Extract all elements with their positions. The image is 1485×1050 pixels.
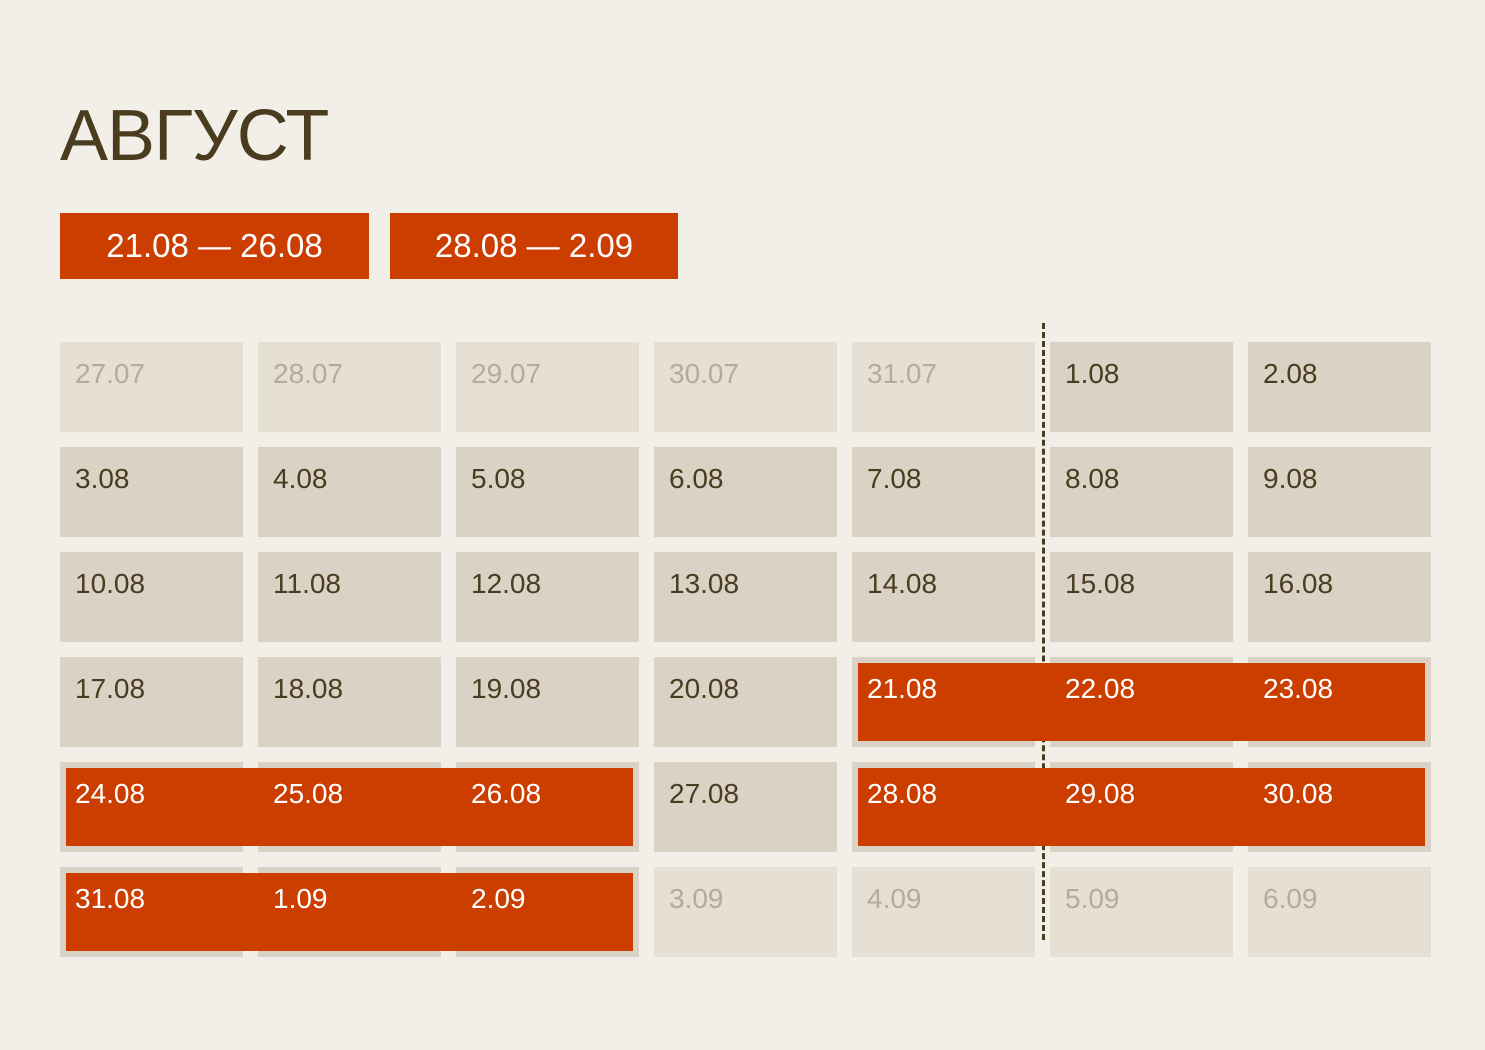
day-label: 1.08 <box>1065 358 1120 389</box>
range-button-1[interactable]: 21.08 — 26.08 <box>60 213 369 279</box>
day-label: 1.09 <box>273 883 328 914</box>
day-label: 7.08 <box>867 463 922 494</box>
day-cell[interactable] <box>654 342 837 432</box>
day-label: 4.09 <box>867 883 922 914</box>
day-label: 9.08 <box>1263 463 1318 494</box>
day-cell[interactable] <box>258 657 441 747</box>
day-label: 4.08 <box>273 463 328 494</box>
range-bar-28-30[interactable] <box>858 768 1425 846</box>
day-label: 11.08 <box>273 568 341 599</box>
day-label: 3.09 <box>669 883 724 914</box>
day-cell[interactable] <box>60 657 243 747</box>
range-bar-31-2[interactable] <box>66 873 633 951</box>
day-cell[interactable] <box>60 342 243 432</box>
range-bar-24-26[interactable] <box>66 768 633 846</box>
day-cell[interactable] <box>654 552 837 642</box>
day-label: 31.07 <box>867 358 938 389</box>
day-cell[interactable] <box>1050 867 1233 957</box>
day-cell[interactable] <box>1248 552 1431 642</box>
weekend-divider <box>1042 323 1045 940</box>
day-cell[interactable] <box>654 657 837 747</box>
day-cell[interactable] <box>1050 552 1233 642</box>
day-label: 22.08 <box>1065 673 1136 704</box>
day-cell[interactable] <box>60 552 243 642</box>
day-label: 3.08 <box>75 463 130 494</box>
day-cell[interactable] <box>654 867 837 957</box>
day-label: 5.09 <box>1065 883 1120 914</box>
range-button-2[interactable]: 28.08 — 2.09 <box>390 213 678 279</box>
day-label: 24.08 <box>75 778 146 809</box>
day-label: 19.08 <box>471 673 542 704</box>
day-label: 26.08 <box>471 778 542 809</box>
day-label: 16.08 <box>1263 568 1334 599</box>
day-cell[interactable] <box>258 552 441 642</box>
day-label: 5.08 <box>471 463 526 494</box>
day-label: 27.07 <box>75 358 146 389</box>
day-cell[interactable] <box>852 867 1035 957</box>
day-cell[interactable] <box>456 552 639 642</box>
day-cell[interactable] <box>60 447 243 537</box>
day-cell[interactable] <box>1248 867 1431 957</box>
day-label: 6.08 <box>669 463 724 494</box>
day-label: 2.08 <box>1263 358 1318 389</box>
day-label: 30.08 <box>1263 778 1334 809</box>
range-bar-21-23[interactable] <box>858 663 1425 741</box>
day-label: 28.07 <box>273 358 344 389</box>
day-cell[interactable] <box>258 342 441 432</box>
month-title: АВГУСТ <box>60 96 329 176</box>
day-cell[interactable] <box>456 342 639 432</box>
day-label: 8.08 <box>1065 463 1120 494</box>
day-cell[interactable] <box>852 552 1035 642</box>
day-label: 25.08 <box>273 778 344 809</box>
day-label: 17.08 <box>75 673 146 704</box>
day-cell[interactable] <box>1248 342 1431 432</box>
day-label: 29.08 <box>1065 778 1136 809</box>
day-label: 28.08 <box>867 778 938 809</box>
day-label: 31.08 <box>75 883 146 914</box>
day-label: 13.08 <box>669 568 740 599</box>
day-label: 27.08 <box>669 778 740 809</box>
day-cell[interactable] <box>1050 342 1233 432</box>
day-cell[interactable] <box>852 447 1035 537</box>
day-label: 29.07 <box>471 358 542 389</box>
day-label: 2.09 <box>471 883 526 914</box>
day-cell[interactable] <box>654 762 837 852</box>
day-cell[interactable] <box>654 447 837 537</box>
day-label: 12.08 <box>471 568 542 599</box>
day-label: 18.08 <box>273 673 344 704</box>
day-cell[interactable] <box>456 447 639 537</box>
day-label: 21.08 <box>867 673 938 704</box>
day-cell[interactable] <box>456 657 639 747</box>
day-cell[interactable] <box>1248 447 1431 537</box>
day-label: 30.07 <box>669 358 740 389</box>
day-cell[interactable] <box>852 342 1035 432</box>
day-label: 20.08 <box>669 673 740 704</box>
day-label: 14.08 <box>867 568 938 599</box>
day-cell[interactable] <box>1050 447 1233 537</box>
day-label: 15.08 <box>1065 568 1136 599</box>
day-cell[interactable] <box>258 447 441 537</box>
day-label: 10.08 <box>75 568 146 599</box>
day-label: 23.08 <box>1263 673 1334 704</box>
day-label: 6.09 <box>1263 883 1318 914</box>
